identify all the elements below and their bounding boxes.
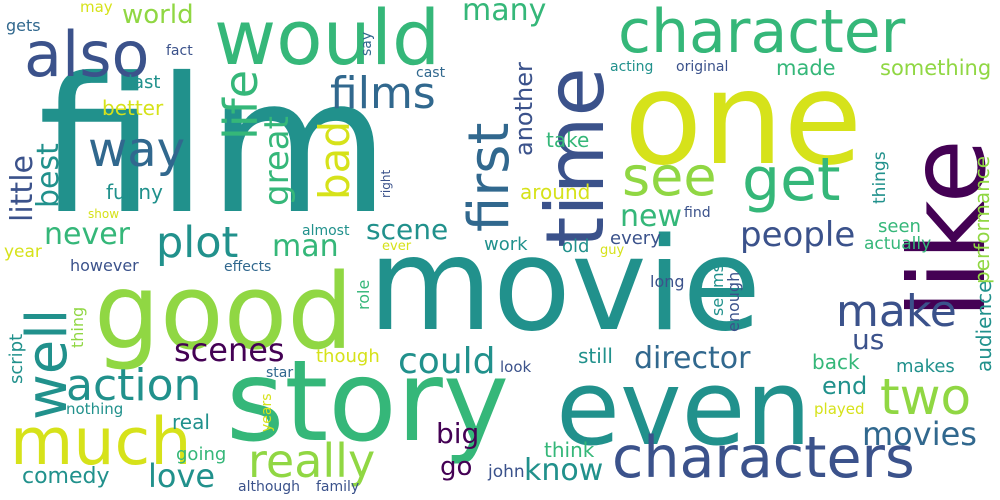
word-script: script: [6, 333, 27, 384]
word-long: long: [650, 272, 685, 291]
word-however: however: [70, 256, 139, 275]
word-scenes: scenes: [174, 331, 285, 369]
word-great: great: [257, 116, 297, 206]
word-funny: funny: [106, 180, 163, 204]
word-man: man: [272, 229, 339, 264]
word-though: though: [316, 346, 380, 367]
word-go: go: [440, 452, 473, 482]
word-think: think: [544, 438, 595, 462]
word-makes: makes: [896, 356, 955, 377]
word-make: make: [836, 286, 957, 337]
word-see: see: [622, 145, 717, 208]
word-almost: almost: [302, 223, 350, 239]
word-thing: thing: [68, 306, 87, 348]
word-star: star: [266, 365, 294, 381]
word-work: work: [484, 234, 528, 255]
word-gets: gets: [6, 16, 41, 35]
word-going: going: [176, 444, 227, 465]
word-enough: enough: [724, 271, 743, 332]
word-new: new: [620, 199, 683, 234]
word-every: every: [610, 228, 661, 249]
word-would: would: [214, 0, 441, 82]
word-movies: movies: [862, 415, 977, 453]
word-good: good: [94, 251, 354, 373]
word-although: although: [238, 479, 301, 495]
word-actually: actually: [864, 234, 932, 254]
word-character: character: [618, 0, 906, 67]
word-something: something: [880, 56, 992, 80]
word-could: could: [398, 341, 496, 382]
word-back: back: [812, 350, 860, 374]
word-much: much: [10, 405, 192, 480]
word-look: look: [500, 358, 532, 376]
word-comedy: comedy: [22, 464, 110, 489]
word-way: way: [88, 122, 186, 178]
word-characters: characters: [612, 425, 915, 491]
word-things: things: [870, 151, 890, 204]
word-old: old: [562, 236, 590, 257]
word-john: john: [488, 462, 525, 482]
word-bad: bad: [310, 120, 359, 200]
word-story: story: [226, 337, 510, 467]
word-guy: guy: [600, 243, 625, 258]
word-nothing: nothing: [66, 400, 124, 418]
word-another: another: [510, 62, 538, 156]
word-find: find: [684, 205, 711, 221]
word-original: original: [676, 59, 729, 75]
word-never: never: [44, 217, 131, 252]
word-end: end: [822, 372, 868, 400]
word-show: show: [88, 207, 120, 221]
word-films: films: [330, 68, 436, 119]
word-audience: audience: [972, 280, 996, 372]
word-time: time: [529, 67, 622, 248]
word-us: us: [852, 323, 885, 356]
word-around: around: [520, 180, 591, 204]
word-people: people: [740, 215, 856, 255]
word-film: film: [38, 38, 390, 256]
word-effects: effects: [224, 259, 272, 275]
word-real: real: [172, 410, 210, 434]
word-big: big: [436, 417, 480, 450]
word-say: say: [359, 31, 375, 56]
word-fact: fact: [166, 43, 193, 59]
word-scene: scene: [366, 213, 449, 246]
word-seen: seen: [878, 216, 921, 237]
word-one: one: [624, 45, 863, 194]
word-director: director: [634, 341, 751, 376]
word-love: love: [148, 457, 216, 495]
word-get: get: [742, 145, 841, 215]
word-plot: plot: [156, 218, 239, 268]
word-last: last: [128, 72, 161, 93]
word-even: even: [556, 347, 812, 469]
word-year: year: [4, 242, 42, 262]
word-still: still: [578, 344, 613, 368]
word-also: also: [24, 18, 150, 91]
word-ever: ever: [382, 239, 412, 254]
word-may: may: [80, 0, 113, 16]
word-movie: movie: [368, 211, 762, 360]
word-years: years: [259, 393, 275, 432]
word-made: made: [776, 56, 836, 80]
word-many: many: [462, 0, 547, 28]
word-better: better: [102, 96, 164, 120]
word-acting: acting: [610, 59, 654, 75]
word-know: know: [524, 453, 604, 488]
word-family: family: [316, 479, 360, 495]
word-really: really: [248, 434, 376, 488]
word-world: world: [122, 0, 194, 30]
word-played: played: [814, 400, 865, 418]
word-take: take: [546, 128, 590, 152]
word-best: best: [31, 143, 66, 208]
word-two: two: [880, 368, 972, 426]
word-performance: performance: [970, 155, 994, 284]
word-action: action: [66, 360, 202, 411]
word-cast: cast: [416, 65, 446, 81]
word-role: role: [354, 279, 373, 310]
word-right: right: [379, 169, 393, 198]
